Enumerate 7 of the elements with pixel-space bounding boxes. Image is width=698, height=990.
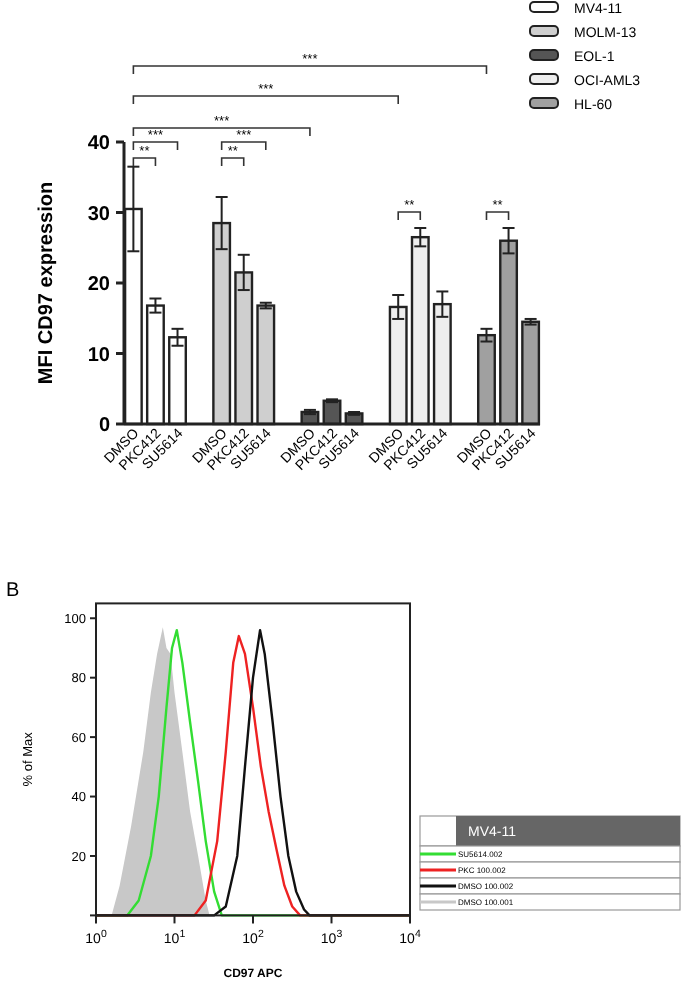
y-tick-label: 20 <box>87 274 111 296</box>
y-tick-label: 30 <box>87 203 111 226</box>
y-tick-label: 10 <box>87 344 111 367</box>
y-tick-label: 40 <box>87 133 111 155</box>
y-tick-label: 0 <box>98 415 111 437</box>
text: B <box>6 580 20 602</box>
y-axis-title: MFI CD97 expression <box>36 181 58 385</box>
